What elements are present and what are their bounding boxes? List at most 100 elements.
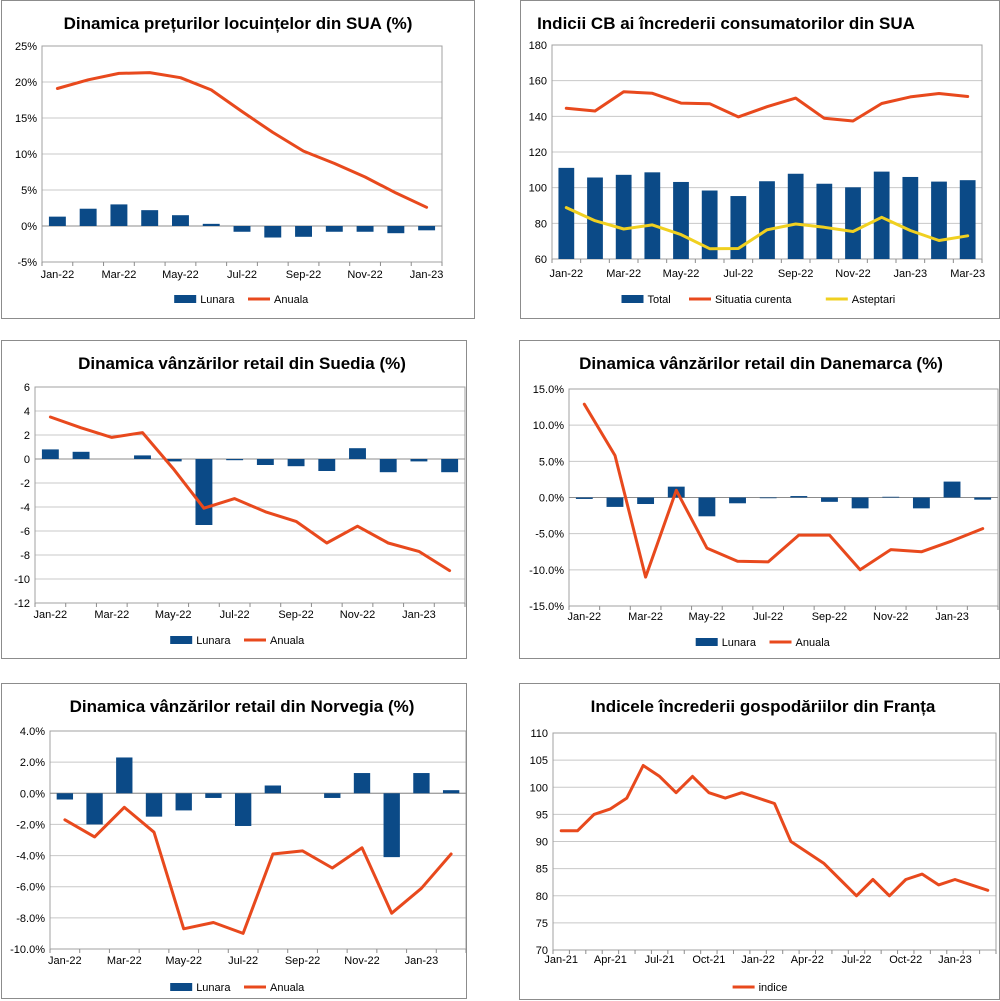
bar-lunara — [387, 226, 405, 234]
bar-lunara — [79, 208, 97, 226]
y-tick-label: -6.0% — [16, 882, 45, 894]
y-tick-label: 10.0% — [533, 420, 564, 432]
x-tick-label: May-22 — [663, 268, 700, 280]
bar-total — [902, 176, 919, 259]
bar-lunara — [353, 773, 371, 794]
bar-lunara — [202, 223, 220, 226]
bar-lunara — [441, 459, 459, 473]
bar-total — [701, 190, 718, 259]
bar-lunara — [264, 226, 282, 238]
x-tick-label: Mar-22 — [107, 955, 142, 967]
x-tick-label: Jan-21 — [544, 954, 578, 966]
bar-lunara — [205, 793, 222, 798]
x-tick-label: Jan-22 — [741, 954, 775, 966]
bar-total — [587, 177, 603, 259]
x-tick-label: Jan-22 — [41, 269, 75, 281]
chart-svg: Indicii CB ai încrederii consumatorilor … — [529, 14, 985, 306]
bar-lunara — [195, 459, 213, 525]
y-tick-label: 2 — [24, 430, 30, 442]
bar-total — [558, 167, 575, 259]
bar-lunara — [234, 793, 252, 826]
chart-title: Indicele încrederii gospodăriilor din Fr… — [591, 697, 936, 716]
bar-lunara — [256, 459, 274, 465]
y-tick-label: -6 — [20, 526, 30, 538]
y-tick-label: 105 — [530, 755, 548, 767]
x-tick-label: Jan-23 — [405, 955, 439, 967]
bar-lunara — [851, 497, 869, 509]
bar-total — [873, 171, 890, 259]
x-tick-label: Jan-23 — [938, 954, 972, 966]
y-tick-label: 100 — [530, 782, 548, 794]
bar-lunara — [164, 459, 182, 462]
x-tick-label: Jan-22 — [48, 955, 82, 967]
bar-lunara — [882, 496, 900, 498]
bar-lunara — [226, 459, 244, 461]
y-tick-label: 180 — [529, 40, 547, 52]
x-tick-label: Sep-22 — [278, 609, 313, 621]
legend-swatch — [621, 295, 644, 303]
chart-panel-suedia: Dinamica vânzărilor retail din Suedia (%… — [1, 340, 467, 659]
y-tick-label: 60 — [535, 254, 547, 266]
y-tick-label: -2 — [20, 478, 30, 490]
legend-label: Anuala — [270, 982, 305, 994]
bar-lunara — [790, 496, 808, 498]
chart-svg: Dinamica vânzărilor retail din Norvegia … — [10, 697, 466, 994]
x-tick-label: May-22 — [165, 955, 202, 967]
bar-lunara — [912, 497, 930, 509]
legend-label: Lunara — [200, 294, 235, 306]
x-tick-label: Jan-23 — [894, 268, 928, 280]
bar-total — [959, 180, 976, 259]
bar-lunara — [110, 204, 128, 226]
x-tick-label: Mar-22 — [606, 268, 641, 280]
x-tick-label: Sep-22 — [812, 611, 847, 623]
bar-lunara — [72, 451, 90, 459]
bar-lunara — [759, 497, 777, 499]
plot-area — [34, 386, 466, 604]
bar-lunara — [116, 757, 133, 794]
x-tick-label: Mar-22 — [102, 269, 137, 281]
x-tick-label: Jan-23 — [402, 609, 436, 621]
x-tick-label: Jan-23 — [410, 269, 444, 281]
chart-title: Dinamica vânzărilor retail din Suedia (%… — [78, 354, 406, 373]
y-tick-label: -10.0% — [10, 944, 45, 956]
y-tick-label: 80 — [536, 891, 548, 903]
bar-total — [673, 181, 689, 259]
bar-lunara — [575, 497, 593, 499]
legend-label: Anuala — [270, 635, 305, 647]
legend-label: Anuala — [274, 294, 309, 306]
bar-lunara — [233, 226, 251, 232]
x-tick-label: Nov-22 — [340, 609, 375, 621]
y-tick-label: 0.0% — [20, 788, 45, 800]
x-tick-label: Jul-21 — [645, 954, 675, 966]
y-tick-label: -8.0% — [16, 913, 45, 925]
legend-label: Total — [648, 294, 671, 306]
legend-swatch — [695, 638, 718, 646]
x-tick-label: Sep-22 — [285, 955, 320, 967]
bar-lunara — [943, 481, 961, 498]
bar-lunara — [379, 459, 397, 473]
bar-lunara — [349, 448, 366, 459]
y-tick-label: 2.0% — [20, 757, 45, 769]
legend-swatch — [170, 983, 193, 991]
chart-svg: Indicele încrederii gospodăriilor din Fr… — [530, 697, 997, 994]
bar-lunara — [729, 497, 746, 504]
bar-lunara — [56, 793, 74, 800]
y-tick-label: 160 — [529, 76, 547, 88]
bar-lunara — [637, 497, 655, 505]
chart-svg: Dinamica vânzărilor retail din Suedia (%… — [14, 354, 466, 647]
bar-lunara — [324, 793, 341, 798]
bar-total — [816, 183, 833, 259]
legend-label: indice — [759, 982, 788, 994]
x-tick-label: Mar-22 — [94, 609, 129, 621]
x-tick-label: Jul-22 — [220, 609, 250, 621]
x-tick-label: Jan-23 — [935, 611, 969, 623]
bar-lunara — [86, 793, 103, 825]
x-tick-label: Apr-21 — [594, 954, 627, 966]
y-tick-label: 90 — [536, 837, 548, 849]
legend-label: Lunara — [196, 635, 231, 647]
bar-total — [615, 174, 632, 259]
y-tick-label: 100 — [529, 183, 547, 195]
x-tick-label: Mar-23 — [950, 268, 985, 280]
bar-lunara — [318, 459, 336, 471]
bar-total — [845, 187, 861, 259]
